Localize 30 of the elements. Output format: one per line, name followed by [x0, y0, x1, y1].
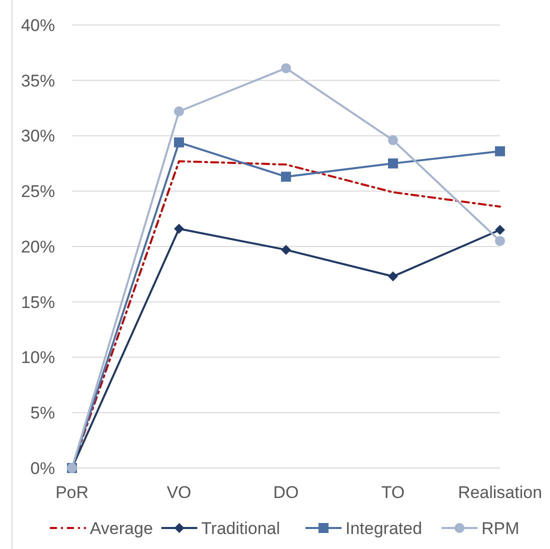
point — [495, 224, 505, 235]
y-tick-label: 10% — [20, 348, 55, 368]
x-tick-label: TO — [381, 483, 405, 502]
y-tick-label: 25% — [20, 182, 55, 202]
x-tick-label: PoR — [55, 483, 89, 502]
point — [174, 137, 184, 148]
y-tick-label: 40% — [20, 16, 55, 35]
point — [388, 135, 398, 146]
point — [388, 158, 398, 168]
legend-label: Integrated — [346, 518, 422, 538]
x-tick-label: DO — [273, 483, 299, 502]
point — [174, 224, 184, 234]
legend-label: Traditional — [201, 518, 280, 538]
y-tick-label: 5% — [30, 404, 55, 423]
point — [388, 271, 398, 282]
y-tick-label: 35% — [20, 71, 55, 90]
y-tick-label: 20% — [20, 237, 55, 256]
x-tick-label: Realisation — [458, 483, 542, 502]
legend-label: RPM — [482, 518, 520, 538]
point — [281, 63, 291, 74]
y-tick-label: 30% — [20, 126, 55, 146]
legend-label: Average — [90, 518, 153, 538]
point — [174, 106, 184, 116]
point — [281, 244, 291, 255]
x-tick-label: VO — [166, 483, 192, 502]
point — [495, 236, 505, 246]
y-tick-label: 0% — [30, 458, 55, 478]
point — [281, 172, 291, 182]
point — [495, 146, 505, 156]
y-tick-label: 15% — [20, 292, 55, 312]
